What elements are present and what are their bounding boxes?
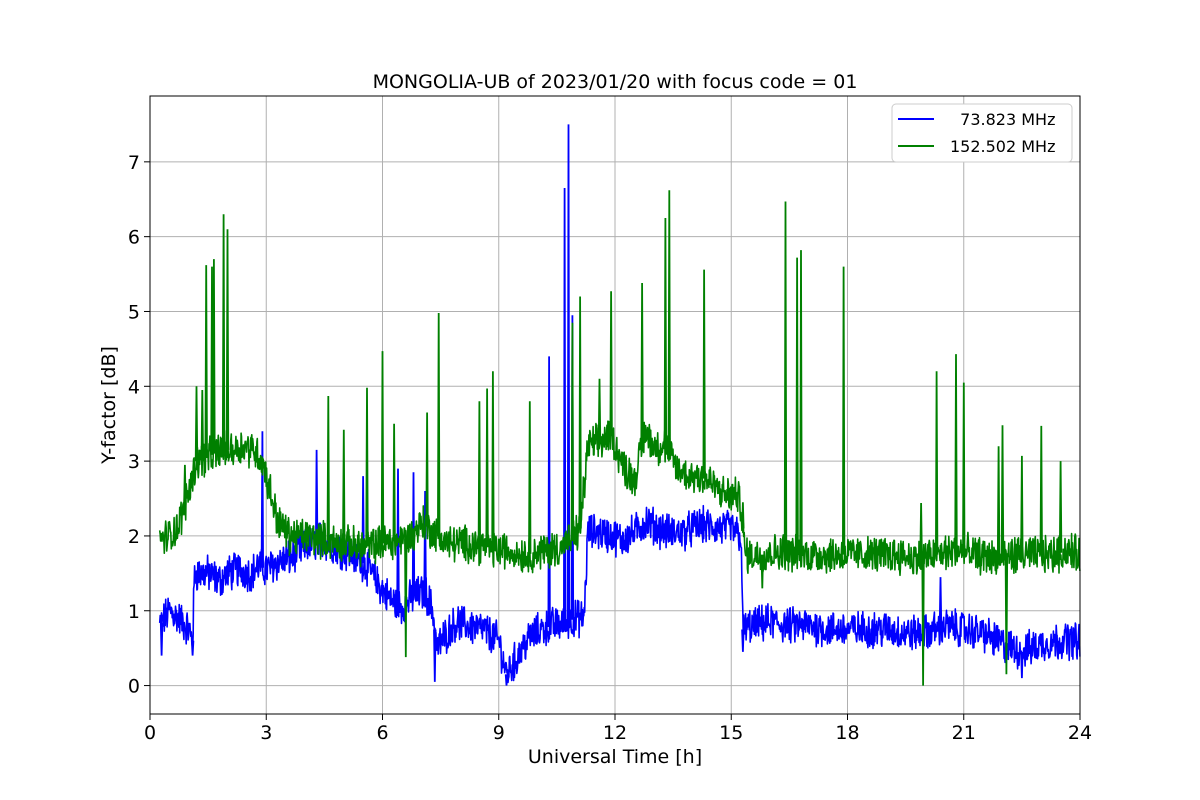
series-73mhz-spike <box>260 431 264 568</box>
series-152mhz-spike <box>799 250 803 555</box>
y-tick-label: 5 <box>128 301 140 323</box>
series-152mhz-spike <box>225 229 230 450</box>
series-73mhz-spike <box>741 629 745 652</box>
series-152mhz-spike <box>365 387 369 547</box>
series-152mhz-spike <box>485 388 489 548</box>
series-152mhz-spike <box>935 371 939 555</box>
series-152mhz-spike <box>477 401 481 546</box>
series-152mhz-spike <box>760 554 764 589</box>
series-152mhz-spike <box>392 423 396 542</box>
series-152mhz-spike <box>212 259 216 454</box>
series-152mhz-spike <box>326 395 330 541</box>
series-152mhz-spike <box>1039 425 1043 555</box>
series-152mhz-spike <box>919 502 923 558</box>
series-152mhz-spike <box>200 389 204 460</box>
x-tick-label: 15 <box>719 722 743 744</box>
series-152mhz-spike <box>921 557 925 686</box>
y-tick-label: 3 <box>128 451 140 473</box>
series-152mhz-spike <box>1004 556 1009 675</box>
chart-title: MONGOLIA-UB of 2023/01/20 with focus cod… <box>373 71 858 93</box>
series-152mhz-spike <box>795 257 799 554</box>
series-152mhz-spike <box>667 190 671 454</box>
series-73mhz-spike <box>547 356 551 628</box>
x-tick-label: 18 <box>835 722 859 744</box>
series-152mhz-spike <box>342 429 346 544</box>
series-152mhz-spike <box>491 371 495 549</box>
x-tick-label: 0 <box>144 722 156 744</box>
series-73mhz-spike <box>512 661 516 679</box>
series-152mhz-spike <box>528 401 532 554</box>
series-152mhz-spike <box>570 322 575 540</box>
grid <box>150 96 1080 714</box>
series-152mhz-spike <box>954 354 958 551</box>
x-tick-label: 3 <box>260 722 272 744</box>
x-axis: 0 3 6 9 12 15 18 21 24 <box>144 714 1092 744</box>
series-152mhz-spike <box>962 382 966 553</box>
series-73mhz-spike <box>1020 651 1024 679</box>
series-152mhz-spike <box>996 446 1001 558</box>
legend-label-152mhz: 152.502 MHz <box>950 137 1055 156</box>
x-axis-label: Universal Time [h] <box>528 746 702 768</box>
series-73mhz-spike <box>315 449 319 542</box>
x-tick-label: 6 <box>376 722 388 744</box>
y-axis: 0 1 2 3 4 5 6 7 <box>128 152 150 698</box>
legend-label-73mhz: 73.823 MHz <box>950 110 1055 129</box>
series-152mhz-spike <box>1058 461 1063 553</box>
series-73mhz-spike <box>423 490 427 593</box>
series-152mhz-spike <box>1000 425 1005 557</box>
series-152mhz-spike <box>183 464 187 505</box>
series-152mhz-spike <box>425 412 429 527</box>
x-tick-label: 12 <box>603 722 627 744</box>
y-tick-label: 0 <box>128 676 140 698</box>
series-152mhz-spike <box>842 266 846 555</box>
series-152mhz-spike <box>380 351 385 544</box>
series-73mhz-spike <box>566 124 571 622</box>
series-73mhz-spike <box>396 468 400 605</box>
series-152mhz-spike <box>783 201 788 552</box>
series-73mhz-spike <box>563 187 567 623</box>
x-tick-label: 21 <box>952 722 976 744</box>
series-152mhz-spike <box>597 378 602 443</box>
series-73mhz-spike <box>411 472 416 596</box>
series-152mhz-spike <box>702 269 706 479</box>
x-tick-label: 24 <box>1068 722 1092 744</box>
series-152mhz-spike <box>741 502 745 529</box>
y-tick-label: 1 <box>128 601 140 623</box>
series-152mhz-spike <box>404 538 408 658</box>
x-tick-label: 9 <box>493 722 505 744</box>
series-152mhz-spike <box>204 265 208 459</box>
series-152mhz-spike <box>221 214 226 450</box>
legend-box <box>891 103 1073 163</box>
legend: 73.823 MHz 152.502 MHz <box>891 103 1073 163</box>
series-73mhz-spike <box>190 640 195 656</box>
series-152mhz-spike <box>640 282 644 448</box>
series-152mhz-spike <box>194 386 199 462</box>
y-tick-label: 7 <box>128 152 140 174</box>
y-tick-label: 2 <box>128 526 140 548</box>
series-layer <box>158 124 1081 686</box>
y-tick-label: 4 <box>128 376 140 398</box>
series-152mhz-spike <box>578 296 582 529</box>
series-152mhz-line <box>158 420 1081 577</box>
y-axis-label: Y-factor [dB] <box>98 346 120 465</box>
series-152mhz-spike <box>1020 455 1024 555</box>
series-73mhz-spike <box>159 622 164 656</box>
series-152mhz-spike <box>663 217 668 447</box>
series-152mhz-spike <box>437 312 441 537</box>
series-152mhz-spike <box>609 291 613 435</box>
series-73mhz-spike <box>504 674 509 686</box>
y-tick-label: 6 <box>128 227 140 249</box>
series-73mhz-spike <box>938 577 943 628</box>
series-73mhz-spike <box>433 629 437 682</box>
